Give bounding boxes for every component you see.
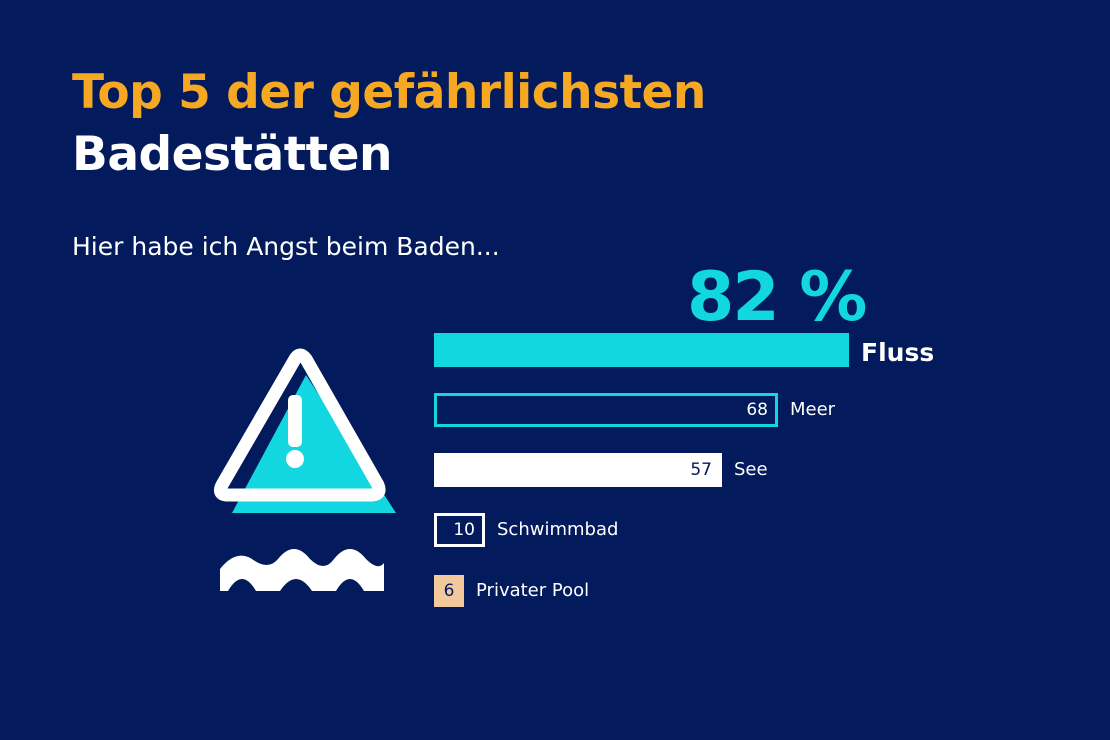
value-label: 68 [746, 400, 768, 420]
bar-meer [434, 393, 778, 427]
value-label: 82 % [687, 258, 867, 337]
category-label: Privater Pool [476, 580, 590, 601]
bar-fluss [434, 333, 849, 367]
title-line-1: Top 5 der gefährlichsten [72, 65, 706, 120]
title-line-2: Badestätten [72, 127, 392, 182]
value-label: 57 [690, 460, 712, 480]
value-label: 10 [453, 520, 475, 540]
category-label: Fluss [861, 338, 935, 367]
bar-privater-pool [434, 575, 464, 607]
value-label: 6 [443, 581, 455, 601]
category-label: See [734, 459, 768, 480]
warning-water-illustration [208, 345, 408, 600]
chart-title: Top 5 der gefährlichsten Badestätten [72, 62, 706, 186]
bar-schwimmbad [434, 513, 485, 547]
category-label: Meer [790, 399, 836, 420]
warning-triangle-icon [214, 348, 396, 591]
category-label: Schwimmbad [497, 519, 619, 540]
subtitle: Hier habe ich Angst beim Baden... [72, 232, 500, 261]
bar-see [434, 453, 722, 487]
water-waves-icon [220, 549, 384, 591]
